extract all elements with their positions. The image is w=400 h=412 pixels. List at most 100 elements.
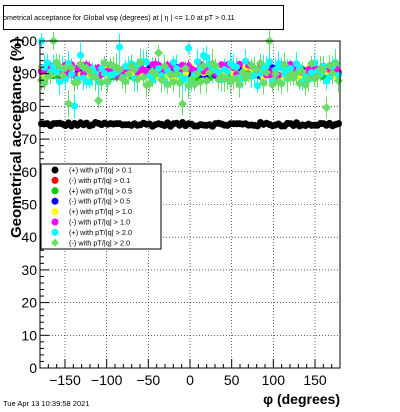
series-7-point (101, 69, 108, 77)
legend-label-7: (+) with pT/|q| > 2.0 (69, 228, 132, 237)
legend-box (40, 163, 162, 250)
series-7-point (266, 58, 273, 66)
legend-marker-4 (51, 197, 59, 205)
series-8-point (124, 70, 133, 80)
legend-label-1: (+) with pT/|q| > 0.1 (69, 166, 132, 175)
legend-label-6: (-) with pT/|q| > 1.0 (69, 218, 130, 227)
y-axis-ticks: 0 10 20 30 40 50 60 70 80 90 100 (14, 33, 49, 376)
series-8-point (169, 77, 178, 87)
y-tick-label: 80 (21, 98, 37, 114)
x-axis-ticks: −150 −100 −50 0 50 100 150 (39, 359, 341, 388)
series-8-point (172, 69, 181, 79)
series-8-point (115, 65, 124, 75)
series-8-point (64, 98, 73, 108)
series-8-point (211, 61, 220, 71)
series-7-point (251, 71, 258, 79)
legend-marker-8 (51, 238, 59, 247)
series-7-point (242, 57, 249, 65)
series-8-point (139, 72, 148, 82)
series-8-point (184, 80, 193, 90)
legend: (+) with pT/|q| > 0.1(-) with pT/|q| > 0… (40, 163, 162, 250)
series-8-point (277, 79, 286, 89)
series-7-point (86, 78, 93, 86)
y-tick-label: 100 (14, 33, 38, 49)
series-7-point (182, 75, 189, 83)
legend-marker-5 (51, 208, 59, 216)
chart-title-box: eometrical acceptance for Global vsφ (de… (3, 5, 284, 30)
legend-marker-7 (51, 228, 59, 236)
chart-title: eometrical acceptance for Global vsφ (de… (3, 13, 235, 22)
y-tick-label: 30 (21, 262, 37, 278)
y-tick-label: 0 (29, 360, 37, 376)
series-8-point (262, 67, 271, 77)
series-8-point (334, 76, 343, 86)
series-7-point (77, 51, 84, 59)
y-tick-label: 60 (21, 164, 37, 180)
series-8-point (319, 66, 328, 76)
series-8-point (67, 63, 76, 73)
y-axis-label: Geometrical acceptance (%) (8, 38, 25, 238)
series-8-point (196, 77, 205, 87)
series-8-point (91, 72, 100, 82)
x-tick-label: −150 (49, 372, 81, 388)
grid-lines (40, 41, 340, 368)
series-7-point (68, 70, 75, 78)
series-8-point (136, 58, 145, 68)
series-8-point (178, 99, 187, 109)
series-8-point (130, 65, 139, 75)
x-axis-label: φ (degrees) (263, 391, 340, 407)
y-tick-label: 90 (21, 66, 37, 82)
legend-label-2: (-) with pT/|q| > 0.1 (69, 176, 130, 185)
series-8-point (181, 63, 190, 73)
series-8-point (328, 68, 337, 78)
series-8-point (145, 79, 154, 89)
series-8-point (271, 69, 280, 79)
series-7-point (56, 78, 63, 86)
series-7-point (185, 44, 192, 52)
series-7-point (71, 102, 78, 110)
series-8-point (295, 79, 304, 89)
x-tick-label: 50 (224, 372, 240, 388)
series-7-point (143, 58, 150, 66)
series-7-point (173, 64, 180, 72)
series-7-point (53, 68, 60, 76)
series-1-point (335, 120, 342, 128)
y-tick-label: 50 (21, 197, 37, 213)
data-points (37, 36, 343, 130)
series-7-point (116, 43, 123, 51)
y-tick-label: 10 (21, 327, 37, 343)
series-8-point (157, 75, 166, 85)
timestamp: Tue Apr 13 10:39:58 2021 (3, 399, 90, 408)
legend-marker-2 (51, 176, 59, 184)
series-7-point (203, 53, 210, 61)
x-tick-label: 100 (262, 372, 286, 388)
series-7-point (308, 69, 315, 77)
series-8-point (166, 70, 175, 80)
series-8-point (103, 76, 112, 86)
series-7-point (155, 65, 162, 73)
series-8-point (160, 61, 169, 71)
series-8-point (268, 80, 277, 90)
series-8-point (58, 70, 67, 80)
series-8-point (151, 69, 160, 79)
series-8-point (259, 78, 268, 88)
legend-label-5: (+) with pT/|q| > 1.0 (69, 207, 132, 216)
series-7-point (224, 68, 231, 76)
series-8-point (304, 74, 313, 84)
series-8-point (121, 77, 130, 87)
series-8-point (61, 63, 70, 73)
series-8-point (73, 77, 82, 87)
legend-label-8: (-) with pT/|q| > 2.0 (69, 238, 130, 247)
series-8-point (199, 61, 208, 71)
series-7-point (287, 65, 294, 73)
series-7-point (254, 82, 261, 90)
legend-label-3: (+) with pT/|q| > 0.5 (69, 186, 132, 195)
series-7-point (44, 59, 51, 67)
series-8-point (253, 65, 262, 75)
series-8-point (307, 59, 316, 69)
series-8-point (244, 70, 253, 80)
series-8-point (94, 96, 103, 106)
series-8-point (193, 69, 202, 79)
y-tick-label: 20 (21, 295, 37, 311)
series-8-point (301, 80, 310, 90)
